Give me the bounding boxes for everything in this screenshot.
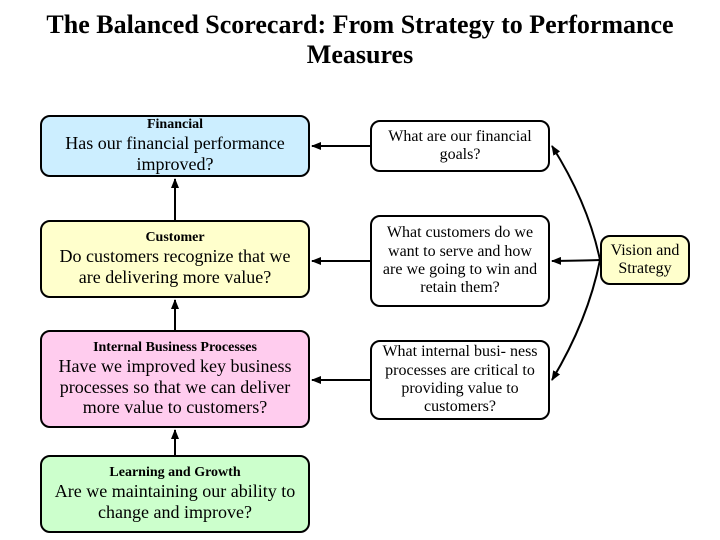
box-financial-body: Has our financial performance improved?: [50, 133, 300, 174]
box-question-customer-body: What customers do we want to serve and h…: [380, 224, 540, 298]
box-question-financial: What are our financial goals?: [370, 120, 550, 172]
page-title: The Balanced Scorecard: From Strategy to…: [0, 0, 720, 70]
box-learning-header: Learning and Growth: [109, 465, 240, 481]
box-internal-header: Internal Business Processes: [93, 340, 257, 356]
box-customer-body: Do customers recognize that we are deliv…: [50, 246, 300, 287]
box-customer-header: Customer: [145, 230, 204, 246]
box-vision-strategy-body: Vision and Strategy: [610, 242, 680, 279]
box-question-customer: What customers do we want to serve and h…: [370, 215, 550, 307]
box-question-financial-body: What are our financial goals?: [380, 128, 540, 165]
box-financial-header: Financial: [147, 117, 203, 133]
box-question-internal-body: What internal busi- ness processes are c…: [380, 343, 540, 417]
box-financial: Financial Has our financial performance …: [40, 115, 310, 177]
box-customer: Customer Do customers recognize that we …: [40, 220, 310, 298]
box-internal-body: Have we improved key business processes …: [50, 356, 300, 418]
box-question-internal: What internal busi- ness processes are c…: [370, 340, 550, 420]
box-vision-strategy: Vision and Strategy: [600, 235, 690, 285]
box-learning: Learning and Growth Are we maintaining o…: [40, 455, 310, 533]
box-internal: Internal Business Processes Have we impr…: [40, 330, 310, 428]
box-learning-body: Are we maintaining our ability to change…: [50, 481, 300, 522]
